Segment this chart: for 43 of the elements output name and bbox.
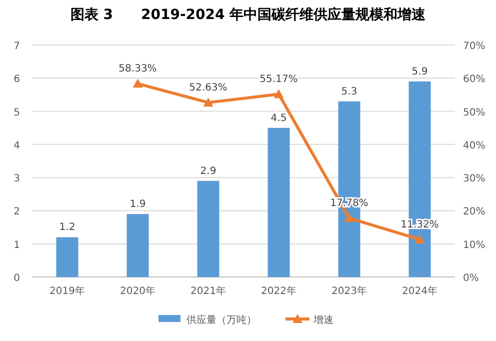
y-tick-label: 2 (14, 206, 20, 218)
y2-tick-label: 30% (463, 174, 486, 185)
y2-tick-label: 70% (463, 41, 486, 52)
bar (56, 237, 78, 277)
data-label: 4.5 (270, 112, 287, 124)
x-tick-label: 2021年 (190, 285, 226, 297)
x-tick-label: 2022年 (261, 285, 296, 297)
data-label: 52.63% (189, 82, 228, 94)
data-label: 5.9 (412, 66, 428, 78)
x-tick-label: 2019年 (50, 285, 85, 297)
y2-tick-label: 0% (463, 273, 479, 284)
y2-tick-label: 40% (463, 140, 486, 152)
legend-label: 增速 (312, 314, 334, 326)
legend-label: 供应量（万吨） (186, 314, 256, 326)
x-tick-label: 2024年 (402, 285, 438, 297)
chart-title: 图表 3 2019-2024 年中国碳纤维供应量规模和增速 (70, 6, 427, 23)
data-label: 58.33% (118, 64, 157, 75)
point (414, 234, 425, 244)
y-tick-label: 6 (14, 74, 20, 86)
y-tick-label: 7 (14, 41, 20, 52)
point (132, 78, 143, 88)
x-tick-label: 2020年 (120, 285, 156, 297)
y-tick-label: 5 (14, 107, 20, 118)
data-label: 5.3 (341, 86, 358, 98)
y-tick-label: 3 (14, 174, 20, 185)
point (274, 89, 284, 98)
y2-tick-label: 10% (463, 240, 486, 251)
bar (268, 128, 290, 277)
data-label: 1.9 (130, 199, 146, 210)
data-label: 55.17% (260, 74, 298, 86)
y-tick-label: 4 (14, 140, 20, 152)
y-tick-label: 1 (14, 240, 20, 251)
y2-tick-label: 60% (463, 74, 486, 86)
point (203, 98, 214, 107)
bar (197, 180, 220, 277)
y2-tick-label: 20% (463, 206, 486, 218)
data-label: 2.9 (200, 166, 216, 177)
x-tick-label: 2023年 (332, 285, 367, 297)
bar (126, 214, 149, 277)
y-tick-label: 0 (14, 273, 20, 284)
point (344, 213, 354, 222)
data-label: 1.2 (59, 222, 76, 234)
y2-tick-label: 50% (463, 107, 486, 118)
